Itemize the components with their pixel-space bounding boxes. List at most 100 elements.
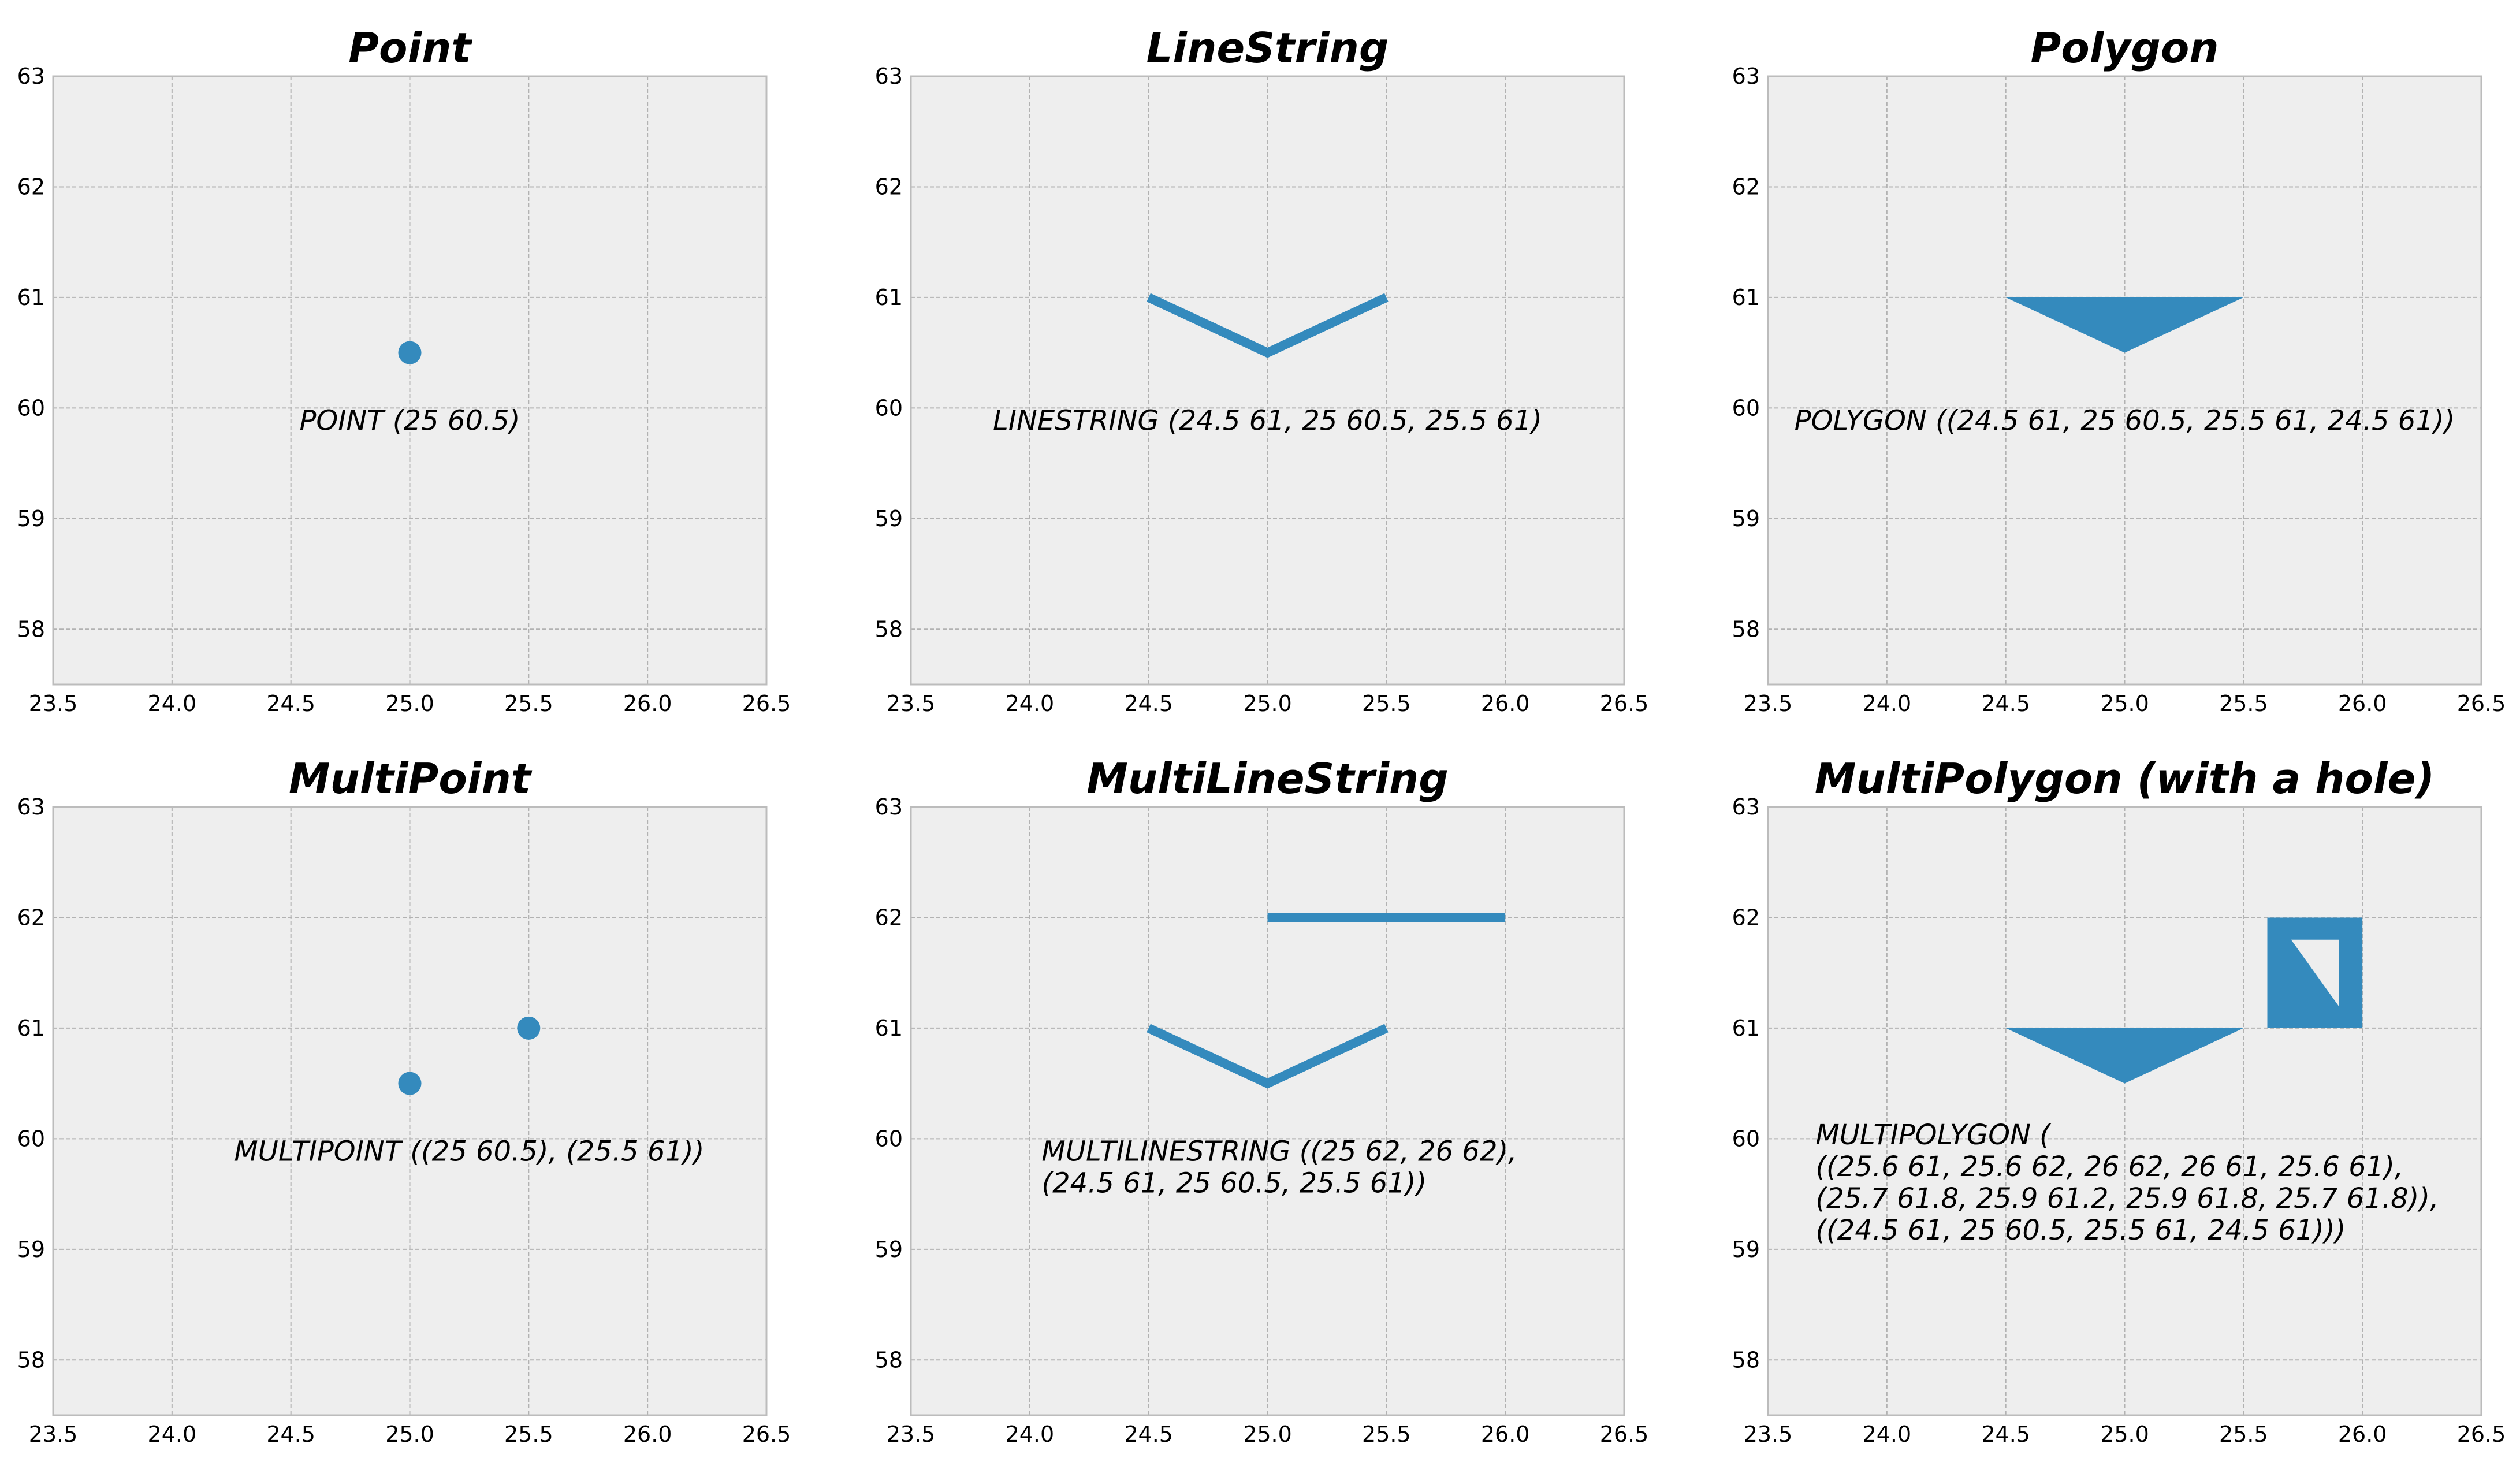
x-tick-label: 23.5 <box>1744 1422 1793 1447</box>
x-tick-label: 25.5 <box>2219 1422 2268 1447</box>
chart-panel-3: 23.5 24.0 24.5 25.0 25.5 26.0 26.5 58 59 60 61 62 63… <box>1732 24 2506 716</box>
x-tick-label: 24.0 <box>1006 691 1055 716</box>
x-tick-label: 24.0 <box>148 691 197 716</box>
y-tick-label: 61 <box>17 1015 45 1041</box>
y-tick-label: 63 <box>17 794 45 820</box>
x-tick-label: 25.5 <box>1362 1422 1411 1447</box>
plot-background <box>53 807 766 1415</box>
x-tick-label: 26.5 <box>2457 691 2506 716</box>
plot-background <box>911 76 1624 684</box>
y-tick-label: 61 <box>1732 1015 1760 1041</box>
x-tick-label: 25.0 <box>385 1422 434 1447</box>
y-tick-label: 62 <box>1732 905 1760 930</box>
x-tick-label: 25.5 <box>2219 691 2268 716</box>
chart-panel-6: 23.5 24.0 24.5 25.0 25.5 26.0 26.5 58 59 60 61 62 63… <box>1732 754 2506 1447</box>
plot-frame <box>910 75 1625 686</box>
x-tick-label: 26.5 <box>742 691 791 716</box>
y-tick-label: 63 <box>17 64 45 89</box>
y-tick-label: 63 <box>875 64 903 89</box>
geometry-layer <box>1147 293 1389 358</box>
line-mark <box>1147 1024 1389 1089</box>
x-tick-label: 26.5 <box>2457 1422 2506 1447</box>
y-tick-label: 60 <box>17 395 45 421</box>
x-tick-label: 25.5 <box>1362 691 1411 716</box>
y-tick-label: 63 <box>1732 794 1760 820</box>
polygon-mark <box>2005 1028 2244 1084</box>
chart-title: MultiLineString <box>1086 754 1449 803</box>
y-tick-label: 59 <box>17 1237 45 1262</box>
chart-panel-4: 23.5 24.0 24.5 25.0 25.5 26.0 26.5 58 59 60 61 62 63… <box>17 754 791 1447</box>
x-tick-label: 26.0 <box>1481 691 1530 716</box>
x-tick-label: 25.5 <box>504 691 553 716</box>
x-tick-label: 26.5 <box>742 1422 791 1447</box>
geometry-layer <box>398 341 422 364</box>
y-tick-label: 61 <box>875 1015 903 1041</box>
chart-panel-2: 23.5 24.0 24.5 25.0 25.5 26.0 26.5 58 59 60 61 62 63… <box>875 24 1649 716</box>
y-tick-label: 60 <box>17 1126 45 1151</box>
y-tick-label: 61 <box>875 285 903 310</box>
point-mark <box>517 1016 541 1040</box>
x-tick-label: 24.0 <box>1863 691 1912 716</box>
y-tick-label: 59 <box>17 506 45 531</box>
line-mark <box>1147 293 1389 358</box>
y-tick-label: 62 <box>875 905 903 930</box>
chart-title: Point <box>348 24 472 72</box>
annotation-text: LINESTRING (24.5 61, 25 60.5, 25.5 61) <box>993 405 1542 437</box>
chart-title: LineString <box>1147 24 1389 72</box>
geometry-layer <box>2005 297 2244 353</box>
x-tick-label: 24.5 <box>266 691 315 716</box>
geometry-layer <box>398 1016 541 1095</box>
y-tick-label: 58 <box>1732 616 1760 642</box>
x-tick-label: 26.0 <box>623 1422 672 1447</box>
x-tick-label: 23.5 <box>29 1422 78 1447</box>
y-tick-label: 59 <box>875 1237 903 1262</box>
plot-frame <box>1767 75 2482 686</box>
y-tick-label: 62 <box>875 174 903 199</box>
annotation-text: MULTIPOINT ((25 60.5), (25.5 61)) <box>234 1136 704 1168</box>
plot-frame <box>52 75 768 686</box>
annotation-text: POLYGON ((24.5 61, 25 60.5, 25.5 61, 24.… <box>1795 405 2455 437</box>
annotation-text: (25.7 61.8, 25.9 61.2, 25.9 61.8, 25.7 6… <box>1815 1182 2439 1215</box>
y-tick-label: 63 <box>1732 64 1760 89</box>
x-tick-label: 24.5 <box>1124 1422 1173 1447</box>
plot-background <box>1768 76 2481 684</box>
x-tick-label: 23.5 <box>887 691 936 716</box>
y-tick-label: 58 <box>17 1347 45 1372</box>
polygon-mark <box>2267 917 2363 1028</box>
plot-background <box>53 76 766 684</box>
x-tick-label: 24.5 <box>1124 691 1173 716</box>
polygon-mark <box>2005 297 2244 353</box>
geometry-layer <box>1147 913 1506 1089</box>
annotation-text: MULTIPOLYGON ( <box>1815 1119 2052 1151</box>
x-tick-label: 26.5 <box>1600 1422 1649 1447</box>
x-tick-label: 24.5 <box>1981 1422 2030 1447</box>
x-tick-label: 23.5 <box>29 691 78 716</box>
x-tick-label: 26.0 <box>2338 691 2387 716</box>
y-tick-label: 61 <box>17 285 45 310</box>
chart-panel-1: 23.5 24.0 24.5 25.0 25.5 26.0 26.5 58 59 60 61 62 63… <box>17 24 791 716</box>
x-tick-label: 24.0 <box>1863 1422 1912 1447</box>
y-tick-label: 63 <box>875 794 903 820</box>
x-tick-label: 25.0 <box>2100 1422 2149 1447</box>
x-tick-label: 23.5 <box>887 1422 936 1447</box>
chart-title: Polygon <box>2030 24 2219 72</box>
y-tick-label: 60 <box>875 1126 903 1151</box>
plot-frame <box>52 806 768 1416</box>
annotation-text: POINT (25 60.5) <box>299 405 520 437</box>
x-tick-label: 25.0 <box>2100 691 2149 716</box>
y-tick-label: 60 <box>875 395 903 421</box>
y-tick-label: 58 <box>1732 1347 1760 1372</box>
y-tick-label: 59 <box>875 506 903 531</box>
x-tick-label: 24.0 <box>148 1422 197 1447</box>
geometry-layer <box>2005 917 2363 1084</box>
x-tick-label: 26.5 <box>1600 691 1649 716</box>
x-tick-label: 24.5 <box>1981 691 2030 716</box>
x-tick-label: 23.5 <box>1744 691 1793 716</box>
y-tick-label: 60 <box>1732 395 1760 421</box>
annotation-text: (24.5 61, 25 60.5, 25.5 61)) <box>1041 1167 1427 1200</box>
x-tick-label: 25.0 <box>1243 691 1292 716</box>
y-tick-label: 59 <box>1732 1237 1760 1262</box>
x-tick-label: 25.0 <box>385 691 434 716</box>
annotation-text: ((25.6 61, 25.6 62, 26 62, 26 61, 25.6 6… <box>1815 1151 2403 1183</box>
